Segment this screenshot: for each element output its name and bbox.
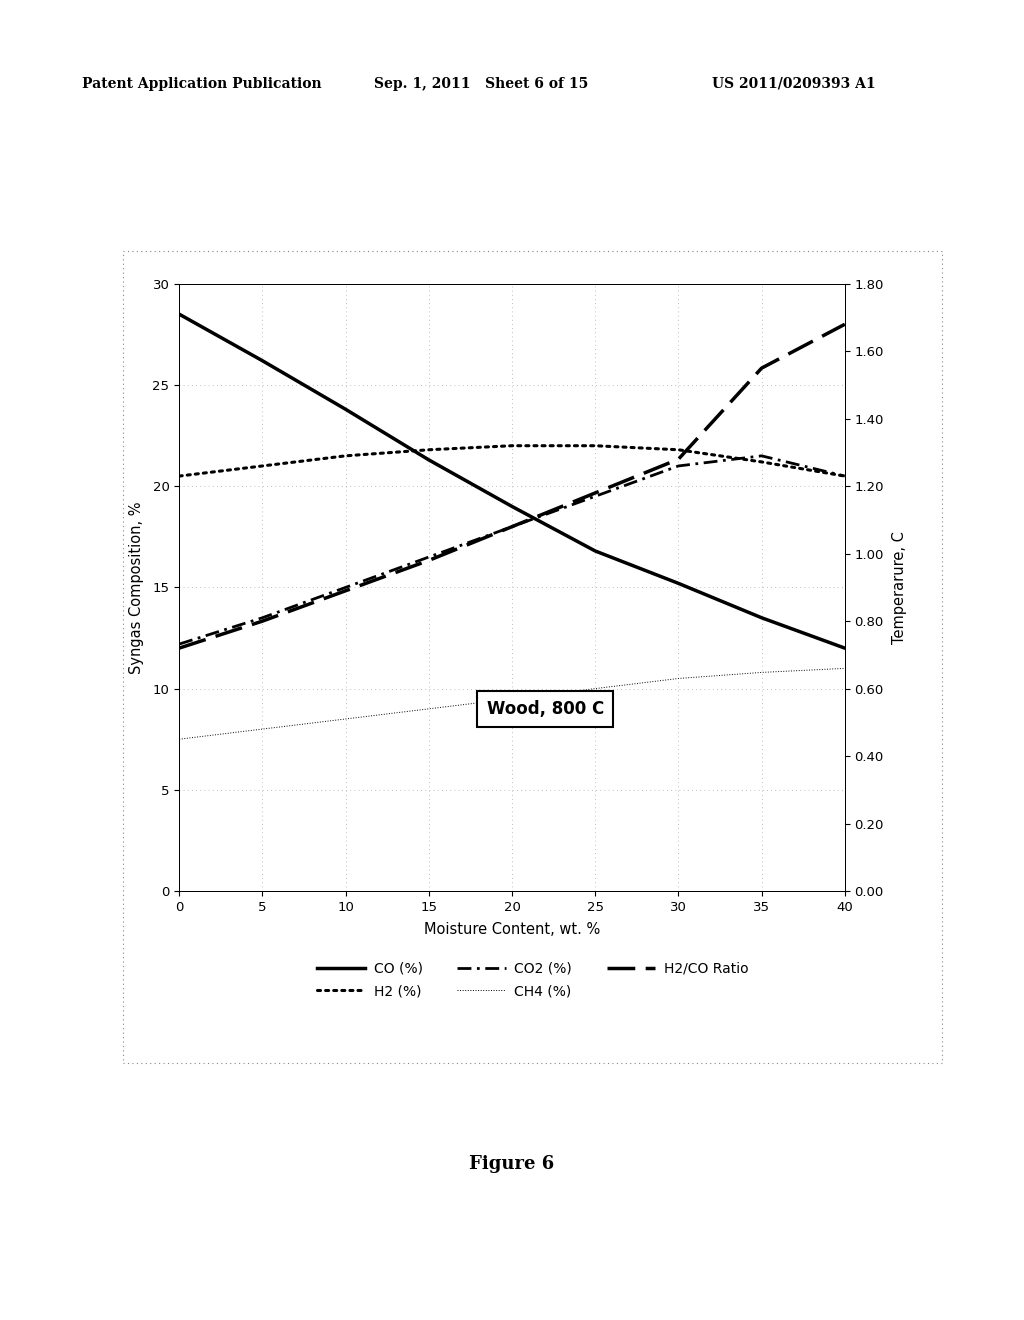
- X-axis label: Moisture Content, wt. %: Moisture Content, wt. %: [424, 923, 600, 937]
- Text: US 2011/0209393 A1: US 2011/0209393 A1: [712, 77, 876, 91]
- Legend: CO (%), H2 (%), CO2 (%), CH4 (%), H2/CO Ratio: CO (%), H2 (%), CO2 (%), CH4 (%), H2/CO …: [311, 957, 754, 1003]
- Text: Wood, 800 C: Wood, 800 C: [486, 700, 604, 718]
- Y-axis label: Temperarure, C: Temperarure, C: [892, 531, 907, 644]
- Text: Patent Application Publication: Patent Application Publication: [82, 77, 322, 91]
- Y-axis label: Syngas Composition, %: Syngas Composition, %: [129, 502, 144, 673]
- Text: Figure 6: Figure 6: [469, 1155, 555, 1173]
- Text: Sep. 1, 2011   Sheet 6 of 15: Sep. 1, 2011 Sheet 6 of 15: [374, 77, 588, 91]
